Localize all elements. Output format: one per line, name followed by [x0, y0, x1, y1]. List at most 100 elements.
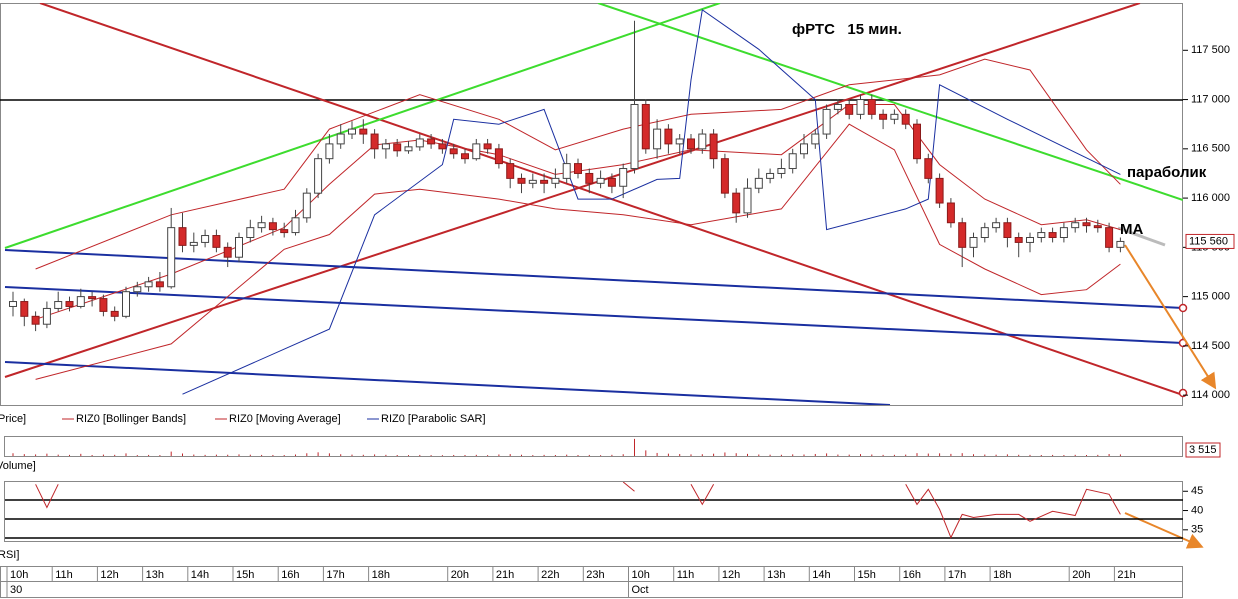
x-tick-label: 17h	[948, 569, 966, 581]
price-frame	[0, 3, 1183, 406]
candle-body	[946, 202, 955, 224]
candle-body	[167, 227, 176, 288]
x-tick-label: 21h	[1117, 569, 1135, 581]
x-tick-label: 20h	[451, 569, 469, 581]
x-tick-label: 23h	[586, 569, 604, 581]
candle-body	[664, 128, 673, 145]
y-tick-label: 116 500	[1191, 143, 1230, 155]
rsi-tick-label: 45	[1191, 485, 1203, 497]
x-tick-label: 18h	[993, 569, 1011, 581]
candle-body	[540, 179, 549, 184]
candle-body	[235, 237, 243, 258]
candle-body	[88, 296, 97, 300]
candle-body	[788, 153, 797, 170]
candle-body	[879, 113, 888, 120]
candle-body	[935, 177, 944, 204]
trend-line	[4, 361, 891, 405]
candle-body	[42, 307, 51, 325]
candle-body	[675, 138, 684, 145]
candle-body	[155, 281, 164, 288]
candle-body	[133, 286, 142, 293]
candle-body	[562, 163, 571, 179]
candle-body	[325, 143, 334, 160]
candle-body	[1059, 227, 1068, 239]
rsi-plot	[35, 482, 1121, 539]
legend-label: RIZ0 [Parabolic SAR]	[381, 413, 486, 425]
trend-line	[4, 249, 1183, 309]
candle-body	[359, 128, 368, 135]
candle-body	[766, 172, 775, 179]
candle-body	[223, 246, 232, 258]
x-tick-label: 12h	[100, 569, 118, 581]
candle-body	[461, 153, 469, 160]
chart-title: фРТС 15 мин.	[792, 21, 902, 38]
price-plot	[9, 9, 1125, 395]
candle-body	[314, 158, 323, 194]
candle-body	[687, 138, 695, 150]
x-tick-label: 10h	[10, 569, 28, 581]
candle-body	[1014, 237, 1023, 243]
candle-body	[585, 172, 594, 184]
volume-frame	[4, 436, 1183, 457]
x-tick-label: 18h	[372, 569, 390, 581]
candle-body	[415, 138, 424, 148]
candle-body	[867, 99, 876, 115]
candle-body	[1037, 232, 1046, 239]
candle-body	[856, 99, 865, 115]
candle-body	[980, 227, 989, 239]
bollinger-lower	[35, 123, 1121, 380]
candle-body	[1003, 222, 1012, 238]
x-tick-label: 16h	[903, 569, 921, 581]
candle-body	[1048, 232, 1057, 239]
candle-body	[641, 103, 650, 150]
candle-body	[201, 235, 210, 243]
candle-body	[31, 315, 40, 325]
candle-body	[709, 133, 718, 160]
candle-body	[913, 123, 921, 160]
y-tick-label: 114 000	[1191, 389, 1230, 401]
date-label: Oct	[632, 584, 649, 596]
candle-body	[99, 298, 108, 312]
legend-label: RIZ0 [Bollinger Bands]	[76, 413, 186, 425]
volume-last-box	[1185, 442, 1221, 458]
candle-body	[246, 227, 255, 239]
x-tick-label: 12h	[722, 569, 740, 581]
last-price-label: 115 560	[1189, 235, 1228, 247]
candle-body	[212, 235, 221, 248]
y-tick-label: 117 000	[1191, 93, 1230, 105]
candle-body	[9, 301, 17, 307]
candle-body	[483, 143, 492, 150]
candle-body	[901, 113, 910, 125]
rsi-frame	[4, 481, 1183, 542]
moving-average	[35, 104, 1121, 320]
candle-body	[607, 177, 616, 187]
candle-body	[833, 103, 842, 110]
x-tick-label: 13h	[146, 569, 164, 581]
candle-body	[438, 143, 447, 150]
parabolic-sar	[182, 9, 1121, 395]
x-tick-label: 11h	[677, 569, 695, 581]
candle-body	[404, 146, 413, 152]
x-tick-label: 10h	[632, 569, 650, 581]
x-tick-label: 16h	[281, 569, 299, 581]
x-tick-label: 13h	[767, 569, 785, 581]
candle-body	[924, 158, 933, 179]
trend-line	[4, 286, 1183, 344]
trend-line	[4, 3, 1141, 378]
candle-body	[958, 222, 967, 248]
candle-body	[76, 296, 85, 307]
candle-body	[890, 113, 899, 120]
rsi-tick-label: 40	[1191, 504, 1203, 516]
candle-body	[381, 143, 390, 150]
x-tick-label: 17h	[326, 569, 344, 581]
ma-projection	[1117, 226, 1166, 247]
candle-body	[268, 222, 277, 231]
trend-lines	[0, 3, 1183, 405]
candle-body	[720, 158, 729, 194]
rsi-line	[35, 482, 1121, 539]
annotation: параболик	[1127, 164, 1207, 181]
x-tick-label: 21h	[496, 569, 514, 581]
trend-line	[597, 3, 1183, 201]
candle-body	[969, 237, 978, 248]
x-tick-label: 15h	[236, 569, 254, 581]
